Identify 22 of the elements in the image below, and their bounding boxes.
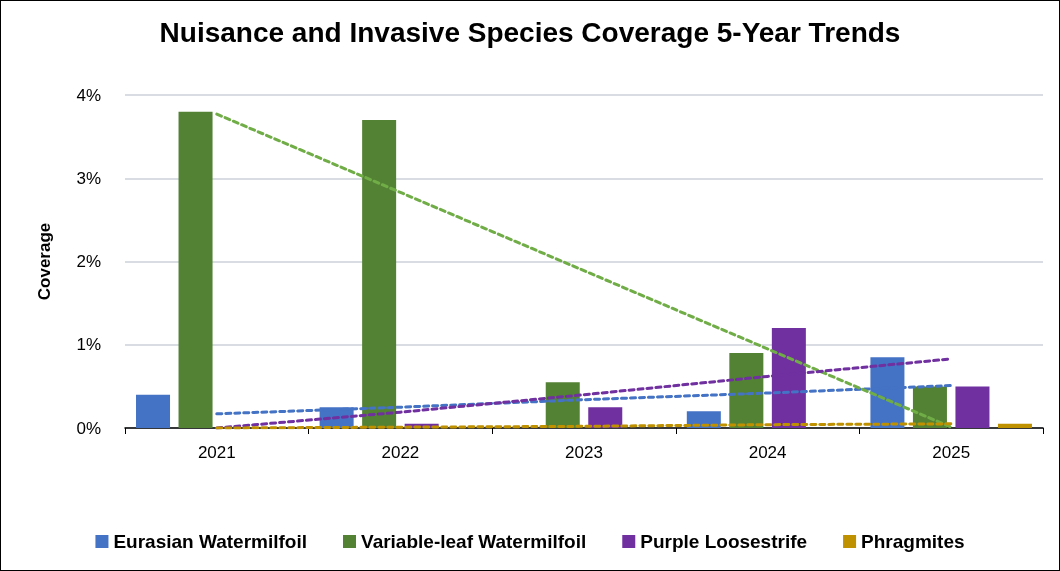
y-tick-label: 3%	[76, 168, 101, 188]
legend-label: Phragmites	[861, 531, 965, 552]
line-series	[215, 112, 953, 429]
bar	[955, 386, 990, 428]
x-tick-label: 2023	[565, 443, 603, 462]
y-tick-label: 0%	[76, 418, 101, 438]
y-tick-label: 4%	[76, 85, 101, 105]
legend-label: Eurasian Watermilfoil	[113, 531, 308, 552]
x-tick-label: 2024	[748, 443, 787, 462]
y-tick-label: 2%	[76, 252, 101, 271]
x-tick-label: 2021	[197, 443, 236, 462]
x-tick-label: 2025	[932, 443, 971, 462]
y-axis-title: Coverage	[35, 222, 54, 301]
bar	[362, 119, 397, 428]
bar	[178, 111, 213, 428]
y-tick-label: 1%	[76, 335, 101, 355]
x-tick-label: 2022	[381, 443, 420, 462]
bar	[136, 394, 171, 428]
chart-title: Nuisance and Invasive Species Coverage 5-Year Trends	[159, 16, 901, 48]
bar	[997, 423, 1032, 428]
legend-label: Purple Loosestrife	[640, 531, 808, 552]
legend-label: Variable-leaf Watermilfoil	[361, 531, 587, 552]
